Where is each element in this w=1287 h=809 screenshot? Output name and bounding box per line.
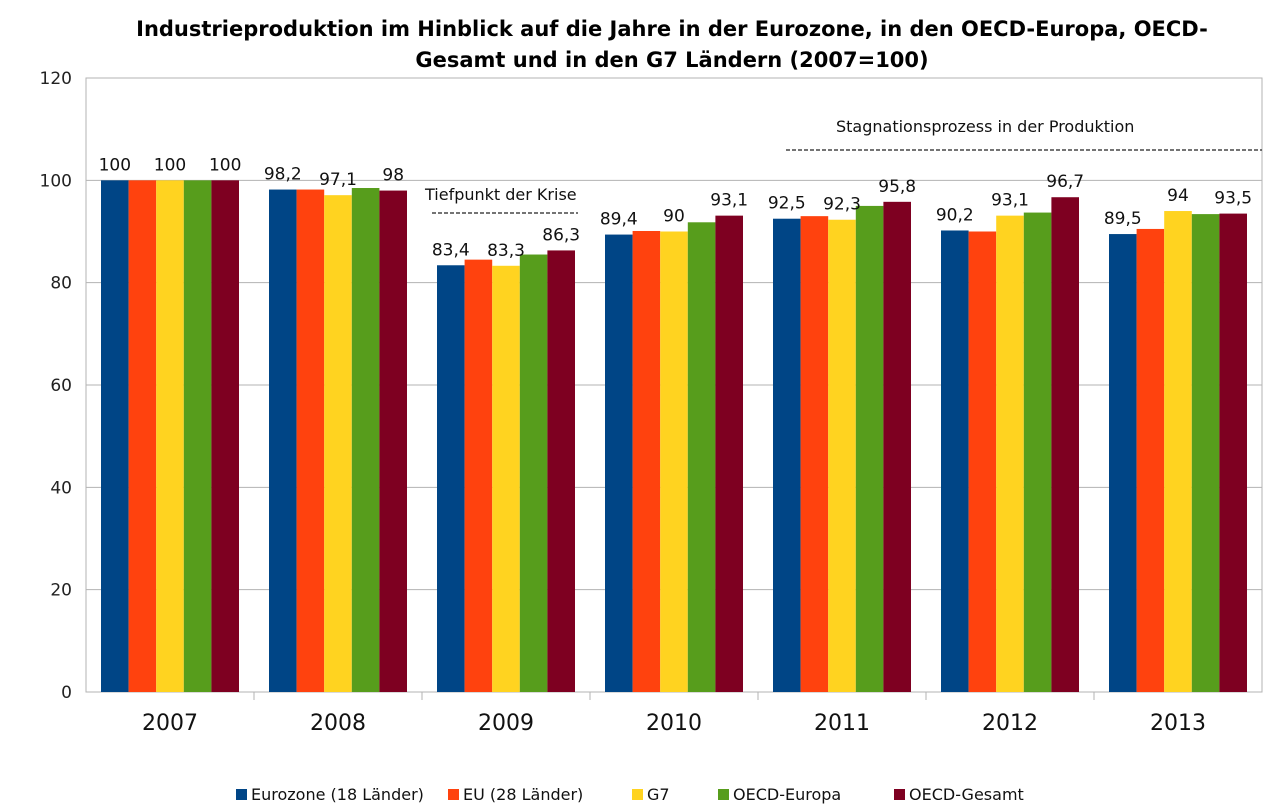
x-tick-label: 2013 (1150, 711, 1206, 736)
bar (156, 180, 184, 693)
y-axis: 0 20 40 60 80 100 120 (40, 69, 72, 703)
y-tick-label: 60 (50, 376, 72, 396)
legend-label: Eurozone (18 Länder) (251, 785, 424, 804)
bar (547, 250, 575, 692)
data-label: 93,5 (1214, 189, 1252, 209)
bar (715, 215, 743, 692)
legend-swatch (894, 789, 905, 800)
bar (101, 180, 129, 693)
data-label: 98,2 (264, 165, 302, 185)
x-tick-label: 2010 (646, 711, 702, 736)
bar (968, 231, 997, 692)
data-label: 92,5 (768, 194, 806, 214)
x-axis: 2007 2008 2009 2010 2011 2012 2013 (142, 692, 1206, 736)
bar (605, 234, 633, 692)
annotation-stagnation: Stagnationsprozess in der Produktion (836, 117, 1134, 136)
data-label: 93,1 (710, 191, 748, 211)
bar (519, 254, 548, 692)
legend-label: EU (28 Länder) (463, 785, 583, 804)
data-label: 86,3 (542, 225, 580, 245)
x-tick-label: 2011 (814, 711, 870, 736)
bar (1023, 212, 1052, 692)
bar (1164, 211, 1192, 693)
data-label: 90 (663, 207, 685, 227)
data-label: 89,4 (600, 210, 638, 230)
legend-label: OECD-Gesamt (909, 785, 1024, 804)
x-tick-label: 2009 (478, 711, 534, 736)
bar (183, 180, 212, 693)
bar (492, 265, 520, 692)
legend-swatch (448, 789, 459, 800)
data-label: 97,1 (319, 170, 357, 190)
bar (828, 219, 856, 692)
bar (437, 265, 465, 692)
bar (1109, 234, 1137, 692)
data-label: 98 (382, 166, 404, 186)
annotation-tiefpunkt: Tiefpunkt der Krise (424, 185, 577, 204)
data-labels: 100 100 100 98,2 97,1 98 83,4 83,3 86,3 89,4 90 93,… (99, 155, 1253, 260)
data-label: 100 (154, 155, 186, 175)
bar (773, 218, 801, 693)
bar (464, 259, 493, 692)
x-tick-label: 2012 (982, 711, 1038, 736)
data-label: 89,5 (1104, 209, 1142, 229)
data-label: 96,7 (1046, 172, 1084, 192)
bar (211, 180, 239, 693)
data-label: 94 (1167, 186, 1189, 206)
y-tick-label: 40 (50, 478, 72, 498)
bar (324, 195, 352, 692)
bar (660, 231, 688, 692)
bar (1219, 213, 1247, 692)
chart-title-line2: Gesamt und in den G7 Ländern (2007=100) (415, 48, 928, 72)
bar (269, 189, 297, 692)
annotations: Tiefpunkt der Krise Stagnationsprozess i… (424, 117, 1262, 214)
x-tick-label: 2008 (310, 711, 366, 736)
bar (800, 216, 829, 692)
bar (379, 190, 407, 693)
bar (632, 230, 661, 692)
data-label: 83,3 (487, 241, 525, 261)
legend-swatch (718, 789, 729, 800)
data-label: 100 (99, 155, 131, 175)
y-tick-label: 120 (40, 69, 72, 89)
legend: Eurozone (18 Länder) EU (28 Länder) G7 OECD… (236, 785, 1024, 804)
y-tick-label: 80 (50, 274, 72, 294)
bar (1051, 197, 1079, 693)
legend-swatch (632, 789, 643, 800)
chart-title-line1: Industrieproduktion im Hinblick auf die … (136, 17, 1208, 41)
data-label: 100 (209, 155, 241, 175)
x-tick-label: 2007 (142, 711, 198, 736)
bar (296, 189, 325, 692)
bar (941, 230, 969, 692)
data-label: 90,2 (936, 205, 974, 225)
bar (855, 205, 884, 692)
y-tick-label: 100 (40, 171, 72, 191)
data-label: 92,3 (823, 195, 861, 215)
bars (101, 180, 1247, 693)
legend-label: G7 (647, 785, 670, 804)
data-label: 93,1 (991, 191, 1029, 211)
bar (996, 215, 1024, 692)
bar (883, 201, 911, 692)
y-tick-label: 0 (61, 683, 72, 703)
bar (351, 188, 380, 692)
data-label: 83,4 (432, 240, 470, 260)
legend-label: OECD-Europa (733, 785, 841, 804)
legend-swatch (236, 789, 247, 800)
data-label: 95,8 (878, 177, 916, 197)
y-tick-label: 20 (50, 581, 72, 601)
bar (128, 180, 157, 693)
bar (1191, 214, 1220, 692)
bar (1136, 228, 1165, 693)
bar (687, 222, 716, 693)
